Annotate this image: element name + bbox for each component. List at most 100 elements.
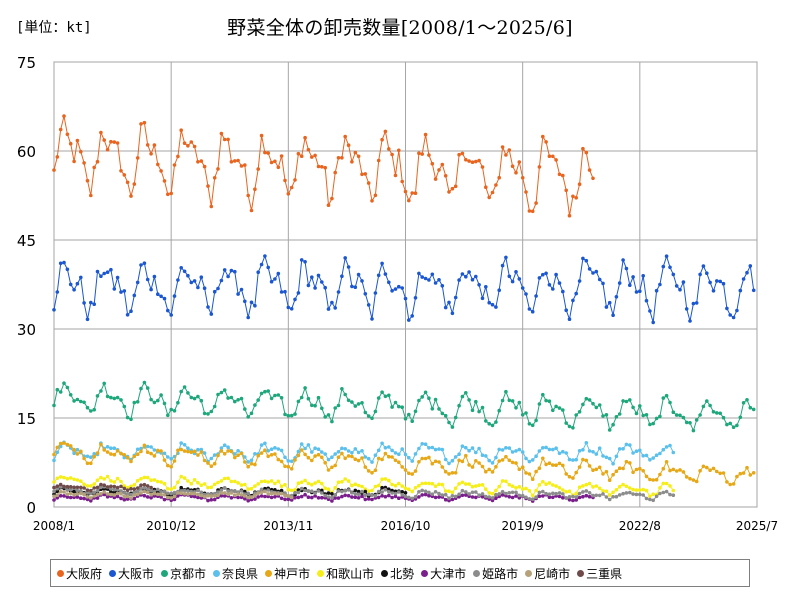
data-point [577,279,582,283]
data-point [353,492,358,496]
data-point [507,458,512,463]
data-point [99,442,103,447]
data-point [243,407,247,411]
data-point [457,403,461,408]
data-point [209,204,214,209]
data-point [544,462,548,467]
data-point [243,494,247,498]
data-point [142,489,147,494]
data-point [537,490,542,495]
data-point [661,396,666,400]
data-point [514,486,518,490]
data-point [79,149,83,154]
data-point [296,490,301,495]
data-point [119,492,123,496]
data-point [169,407,173,412]
data-point [661,264,666,269]
data-point [735,308,739,313]
data-point [149,488,153,493]
data-point [715,411,719,415]
data-point [517,277,522,281]
data-point [417,490,421,494]
data-point [102,448,106,452]
data-point [340,446,344,451]
data-point [584,482,589,487]
data-point [514,494,518,498]
data-point [320,450,324,454]
data-point [139,263,143,267]
data-point [373,409,378,414]
data-point [259,262,264,267]
data-point [577,449,582,453]
data-point [470,484,475,489]
data-point [376,483,381,488]
data-point [92,452,96,456]
data-point [75,281,80,286]
data-point [467,398,471,402]
data-point [202,482,207,486]
data-point [624,459,629,464]
data-point [674,469,679,473]
data-point [156,487,160,492]
data-point [484,454,488,458]
data-point [407,495,411,500]
data-point [222,494,227,498]
data-point [206,305,210,309]
data-point [65,488,70,492]
data-point [109,479,113,483]
data-point [92,165,96,170]
data-point [638,404,642,408]
data-point [139,122,143,126]
data-point [266,488,271,492]
data-point [340,274,344,279]
data-point [654,288,659,293]
data-point [95,488,100,493]
data-point [403,486,408,491]
data-point [55,489,60,494]
data-point [356,450,361,455]
data-point [52,498,56,502]
data-point [557,494,562,499]
data-point [541,494,545,498]
x-tick-label: 2022/8 [619,519,661,533]
data-point [497,175,502,180]
data-point [199,483,204,488]
data-point [62,484,66,489]
data-point [68,487,73,492]
data-point [226,489,230,493]
legend-marker [57,569,64,577]
data-point [89,455,93,460]
data-point [346,493,351,498]
data-point [741,471,746,475]
data-point [246,193,250,198]
data-point [504,491,508,496]
data-point [601,414,605,418]
legend-item: 奈良県 [213,565,258,582]
data-point [320,481,324,486]
data-point [530,477,535,482]
data-point [658,451,662,456]
y-tick-label: 75 [17,54,36,72]
data-point [494,455,498,460]
data-point [691,301,696,306]
data-point [474,495,478,500]
data-point [477,446,481,451]
data-point [671,488,676,493]
data-point [243,163,247,167]
data-point [497,494,502,499]
data-point [336,403,341,408]
data-point [715,469,719,474]
data-point [547,154,552,158]
data-point [236,453,240,458]
data-point [222,491,227,495]
data-point [611,490,615,495]
data-point [286,459,291,463]
data-point [745,270,749,275]
data-point [306,481,311,486]
data-point [534,454,538,459]
data-point [186,144,190,148]
series-group [52,114,756,503]
legend-label: 大津市 [430,566,467,581]
data-point [142,120,147,125]
data-point [641,469,645,473]
